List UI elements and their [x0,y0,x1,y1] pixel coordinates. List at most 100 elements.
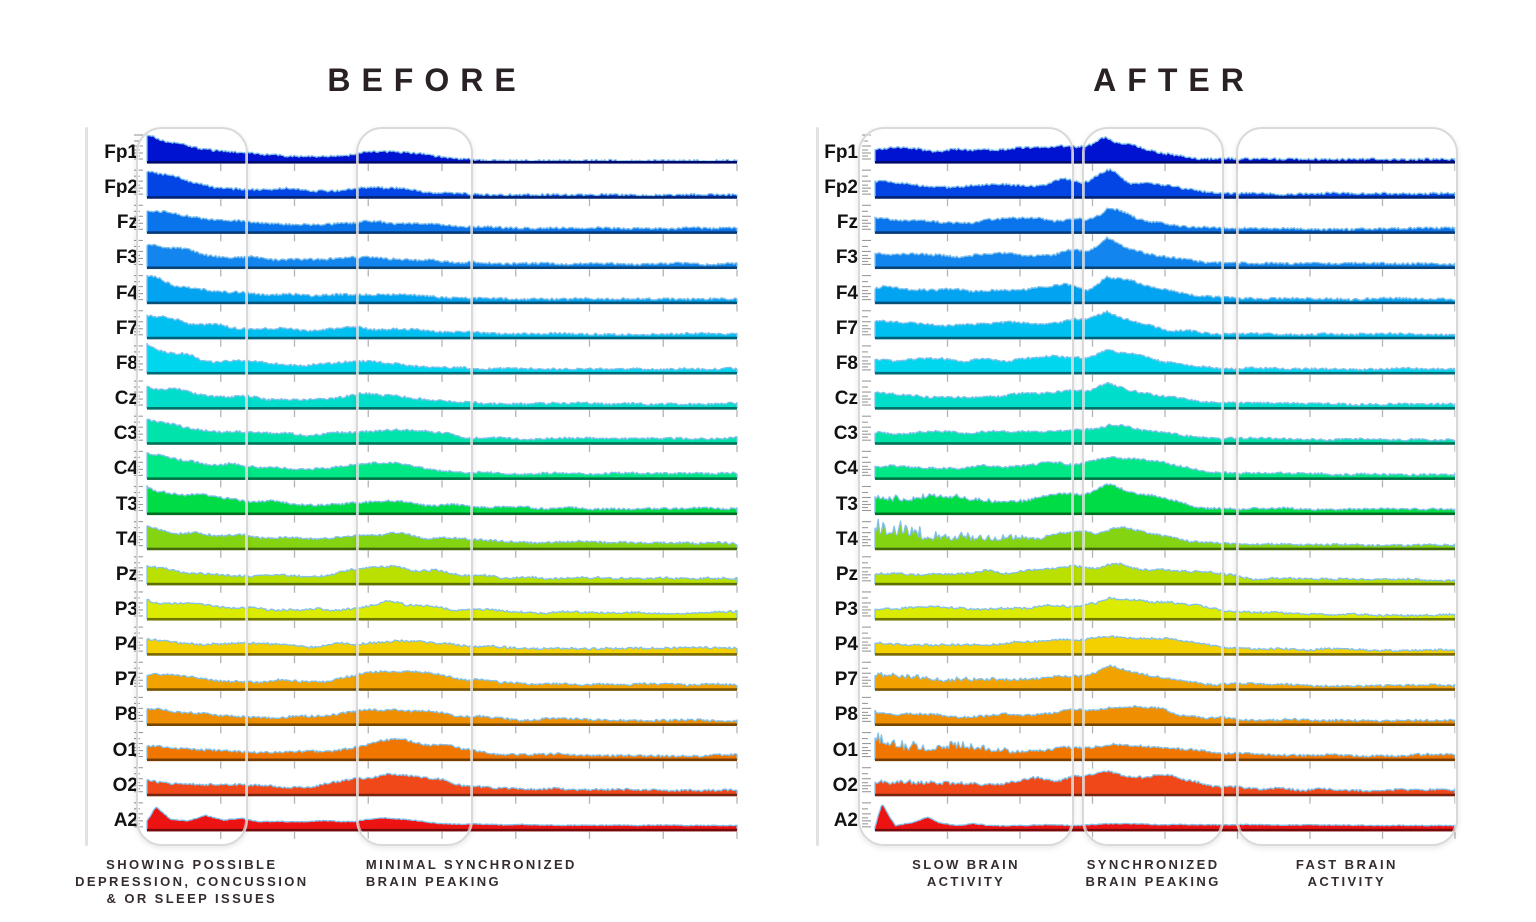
baseline-Fz [875,231,1455,234]
channel-label-c3-after: C3 [833,423,858,445]
baseline-T4 [147,547,737,551]
baseline-Fz [147,231,737,234]
baseline-F4 [875,301,1455,305]
caption-line: SLOW BRAIN [912,857,1020,872]
baseline-O1 [875,758,1455,762]
baseline-F8 [875,371,1455,375]
waveform-Fz [146,209,738,233]
waveform-C3 [146,418,738,444]
waveform-C3 [874,423,1456,444]
highlight-box-after-3 [1235,127,1458,846]
baseline-T3 [147,512,737,516]
waveform-P4 [146,637,738,655]
baseline-P8 [875,723,1455,726]
channel-label-f8-after: F8 [835,352,858,374]
caption-line: BRAIN PEAKING [1085,874,1221,889]
waveform-C4 [874,456,1456,479]
baseline-F7 [875,336,1455,340]
channel-row-P4-before [134,626,738,664]
waveform-P7 [874,664,1456,690]
channel-label-a2-after: A2 [833,809,858,831]
channel-row-Pz-before [134,556,738,593]
baseline-C3 [875,442,1455,445]
waveform-T3 [874,483,1456,515]
channel-label-c4-after: C4 [833,458,858,480]
caption-line: FAST BRAIN [1295,857,1398,872]
highlight-caption-after-3: FAST BRAIN ACTIVITY [1187,856,1507,890]
channel-row-Pz-after [862,556,1456,593]
panel-edge-before [85,127,88,846]
waveform-F3 [874,236,1456,269]
panel-title-after: AFTER [1093,62,1255,98]
caption-line: DEPRESSION, CONCUSSION [75,874,309,889]
waveform-Cz [146,385,738,409]
waveform-P8 [146,707,738,726]
waveform-F4 [874,275,1456,304]
channel-row-P7-after [862,661,1456,699]
channel-row-T4-before [134,521,738,558]
baseline-O1 [147,758,737,762]
waveform-Pz [146,564,738,585]
channel-row-C4-after [862,450,1456,488]
baseline-Fp1 [875,161,1455,164]
channel-label-t3-before: T3 [115,493,138,515]
channel-row-T4-after [862,518,1456,558]
waveform-P8 [874,705,1456,726]
channel-label-p7-before: P7 [114,669,138,691]
highlight-box-after-1 [858,127,1074,846]
waveform-F7 [146,314,738,339]
waveform-Fp2 [874,168,1456,198]
channel-row-C3-after [862,415,1456,453]
caption-line: MINIMAL SYNCHRONIZED [365,857,577,872]
waveform-F7 [874,310,1456,339]
baseline-F8 [147,371,737,375]
channel-label-fp1-before: Fp1 [104,142,138,163]
channel-label-t4-before: T4 [115,528,138,550]
channel-label-o1-before: O1 [112,739,138,761]
channel-label-p3-after: P3 [834,598,858,620]
channel-label-p3-before: P3 [114,598,138,620]
caption-line: & OR SLEEP ISSUES [106,891,278,906]
channel-label-p7-after: P7 [834,669,858,691]
waveform-Cz [874,382,1456,409]
channel-label-cz-after: Cz [834,388,858,410]
waveform-F4 [146,274,738,304]
baseline-A2 [147,828,737,832]
highlight-caption-before-2: MINIMAL SYNCHRONIZED BRAIN PEAKING [366,856,646,890]
baseline-P7 [147,688,737,691]
channel-label-f4-after: F4 [835,282,858,304]
baseline-P3 [147,617,737,621]
waveform-Fz [874,207,1456,233]
channel-label-c4-before: C4 [113,458,138,480]
highlight-box-before-1 [135,127,248,846]
highlight-caption-after-1: SLOW BRAIN ACTIVITY [806,856,1126,890]
channel-label-f7-after: F7 [835,317,858,339]
baseline-P7 [875,688,1455,691]
channel-label-p4-after: P4 [834,634,858,656]
channel-label-o2-before: O2 [112,774,138,796]
baseline-F7 [147,336,737,340]
channel-row-C3-before [134,415,738,453]
baseline-Pz [875,582,1455,586]
baseline-Pz [147,582,737,586]
panel-after [862,134,1456,839]
channel-label-a2-before: A2 [113,809,138,831]
baseline-C4 [875,477,1455,480]
panel-edge-after [816,127,819,846]
channel-row-Fp1-after [862,134,1456,171]
highlight-box-before-2 [355,127,474,846]
baseline-Fp2 [147,196,737,199]
waveform-F8 [146,342,738,374]
caption-line: BRAIN PEAKING [365,874,502,889]
caption-line: SHOWING POSSIBLE [106,857,278,872]
waveform-F8 [874,349,1456,374]
channel-label-o1-after: O1 [832,739,858,761]
baseline-O2 [147,793,737,797]
highlight-caption-before-1: SHOWING POSSIBLE DEPRESSION, CONCUSSION & … [32,856,352,907]
channel-row-P4-after [862,626,1456,664]
baseline-T4 [875,547,1455,551]
baseline-P8 [147,723,737,726]
channel-row-T3-before [134,484,738,523]
baseline-Cz [147,407,737,410]
